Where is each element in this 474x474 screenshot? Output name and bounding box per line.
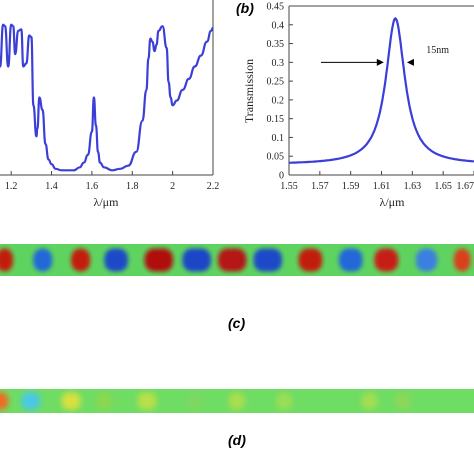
field-lobe [453,248,471,272]
panel-a-transmission-curve [0,23,214,172]
fwhm-annotation: 15nm [426,45,449,56]
panel-b-transmission-curve [289,16,474,164]
panel-b-x-tick-label: 1.63 [404,181,422,192]
field-lobe [71,248,91,272]
fwhm-left-arrowhead [376,58,384,66]
panel-c-label: (c) [228,315,245,331]
panel-a-x-tick-label: 1.6 [86,181,99,192]
field-lobe [298,248,323,272]
panel-b-y-ticks: 0 0.05 0.1 0.15 0.2 0.25 0.3 0.35 0.4 0.45 [267,2,293,182]
panel-b-y-tick-label: 0.45 [267,2,285,13]
field-lobe [415,248,438,272]
panel-a-x-axis-title: λ/μm [94,195,120,209]
field-lobe [137,392,157,410]
field-lobe [253,248,282,272]
panel-a-x-tick-label: 2.2 [207,181,220,192]
panel-b-y-tick-label: 0.1 [272,133,285,144]
panel-b-label: (b) [236,0,254,16]
field-lobe [276,392,293,410]
panel-c-field-lobes [0,248,471,272]
panel-b-x-ticks: 1.55 1.57 1.59 1.61 1.63 1.65 1.67 [280,171,474,192]
fwhm-right-arrowhead [406,58,414,66]
field-lobe [361,392,378,410]
panel-b-resonance: (b) 0 0.05 0.1 0.15 0.2 0.25 0.3 0.35 0.4 0.45 1.… [236,0,474,209]
field-lobe [394,392,412,410]
fwhm-arrows [321,58,414,66]
panel-b-y-tick-label: 0.05 [267,152,285,163]
panel-b-y-tick-label: 0.3 [272,58,285,69]
panel-a-x-tick-label: 1.2 [5,181,18,192]
field-lobe [33,248,53,272]
panel-b-x-tick-label: 1.61 [373,181,391,192]
field-lobe [0,392,9,410]
field-lobe [144,248,173,272]
panel-b-y-tick-label: 0.15 [267,114,285,125]
field-lobe [182,248,211,272]
field-lobe [96,392,113,410]
panel-b-y-tick-label: 0.2 [272,95,285,106]
panel-b-y-tick-label: 0.4 [272,20,285,31]
panel-b-x-tick-label: 1.59 [342,181,360,192]
panel-d-field-lobes [0,392,412,410]
panel-d-field-map: (d) [0,389,474,448]
panel-b-x-tick-label: 1.55 [280,181,298,192]
field-lobe [338,248,363,272]
field-lobe [218,248,247,272]
panel-a-x-tick-label: 2 [170,181,175,192]
field-lobe [374,248,399,272]
panel-b-y-tick-label: 0.25 [267,77,285,88]
panel-a-x-ticks: 1.2 1.4 1.6 1.8 2 2.2 [5,171,219,192]
field-lobe [61,392,81,410]
field-lobe [21,392,41,410]
panel-a-x-tick-label: 1.4 [45,181,58,192]
panel-b-x-tick-label: 1.57 [311,181,329,192]
panel-a-x-tick-label: 1.8 [126,181,139,192]
panel-b-x-axis-title: λ/μm [380,195,406,209]
field-lobe [228,392,246,410]
panel-d-label: (d) [228,432,246,448]
panel-b-y-tick-label: 0 [279,171,284,182]
panel-b-x-tick-label: 1.65 [434,181,452,192]
field-lobe [186,392,203,410]
panel-b-y-axis-title: Transmission [242,59,256,123]
field-lobe [104,248,128,272]
panel-b-y-tick-label: 0.35 [267,39,285,50]
panel-b-x-tick-label: 1.67 [457,181,474,192]
panel-a-spectrum: 1.2 1.4 1.6 1.8 2 2.2 λ/μm [0,0,219,209]
field-lobe [0,248,13,272]
panel-c-field-map: (c) [0,244,474,331]
